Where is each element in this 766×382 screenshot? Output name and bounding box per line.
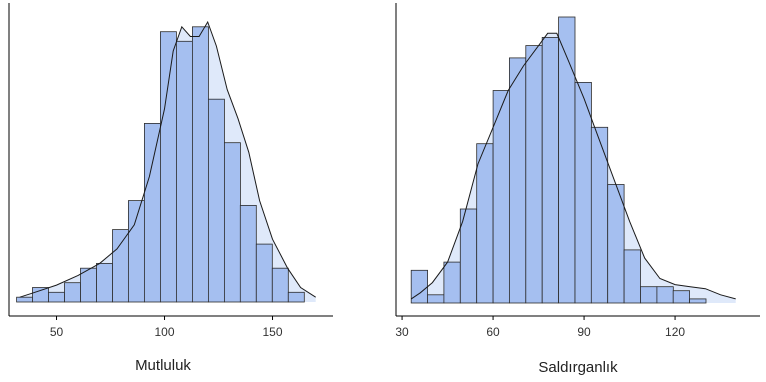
histogram-bar [159,31,177,303]
histogram-bar [459,208,478,304]
x-tick-label: 100 [155,325,175,339]
histogram-bar [623,249,641,304]
histogram-bar [207,98,225,303]
x-tick-label: 150 [263,325,283,339]
histogram-bar [558,16,576,304]
histogram-bar [410,269,429,304]
x-axis-label: Mutluluk [135,357,191,374]
histogram-bar [64,282,81,303]
histogram-bar [48,291,65,303]
histogram-bar [287,291,305,303]
histogram-bar [127,200,145,303]
x-tick-label: 120 [665,325,685,339]
x-tick-label: 30 [395,325,409,339]
histogram-bar [689,298,707,304]
histogram-bar [191,26,209,303]
histogram-bar [607,184,625,304]
histogram-bar [672,290,691,304]
histogram-bar [508,57,527,304]
histogram-bar [32,287,49,303]
histogram-bar [255,243,273,303]
histogram-bar [143,123,161,303]
histogram-bar [541,37,560,304]
histogram-bar [590,126,609,304]
histogram-bar [16,296,34,303]
histogram-bar [175,40,193,303]
histogram-bar [443,261,461,304]
histogram-bar [525,45,543,304]
histogram-bar [427,294,445,304]
histogram-bar [96,262,113,303]
histogram-bar [223,142,241,303]
density-curve [410,32,736,300]
histogram-bar [640,286,658,304]
x-tick-label: 50 [50,325,64,339]
density-curve [19,20,316,298]
histogram-bar [239,204,257,303]
histogram-bar [112,229,129,303]
histogram-mutluluk: 50 100 150 Mutluluk [8,3,333,374]
histogram-bar [476,143,494,304]
histogram-saldirganlik: 30 60 90 120 Saldırganlık [395,3,760,376]
x-tick-label: 60 [486,325,500,339]
histogram-bar [656,286,674,304]
histogram-bar [574,82,592,304]
x-axis-label: Saldırganlık [538,359,618,376]
histogram-bar [271,267,289,303]
x-tick-label: 90 [577,325,591,339]
